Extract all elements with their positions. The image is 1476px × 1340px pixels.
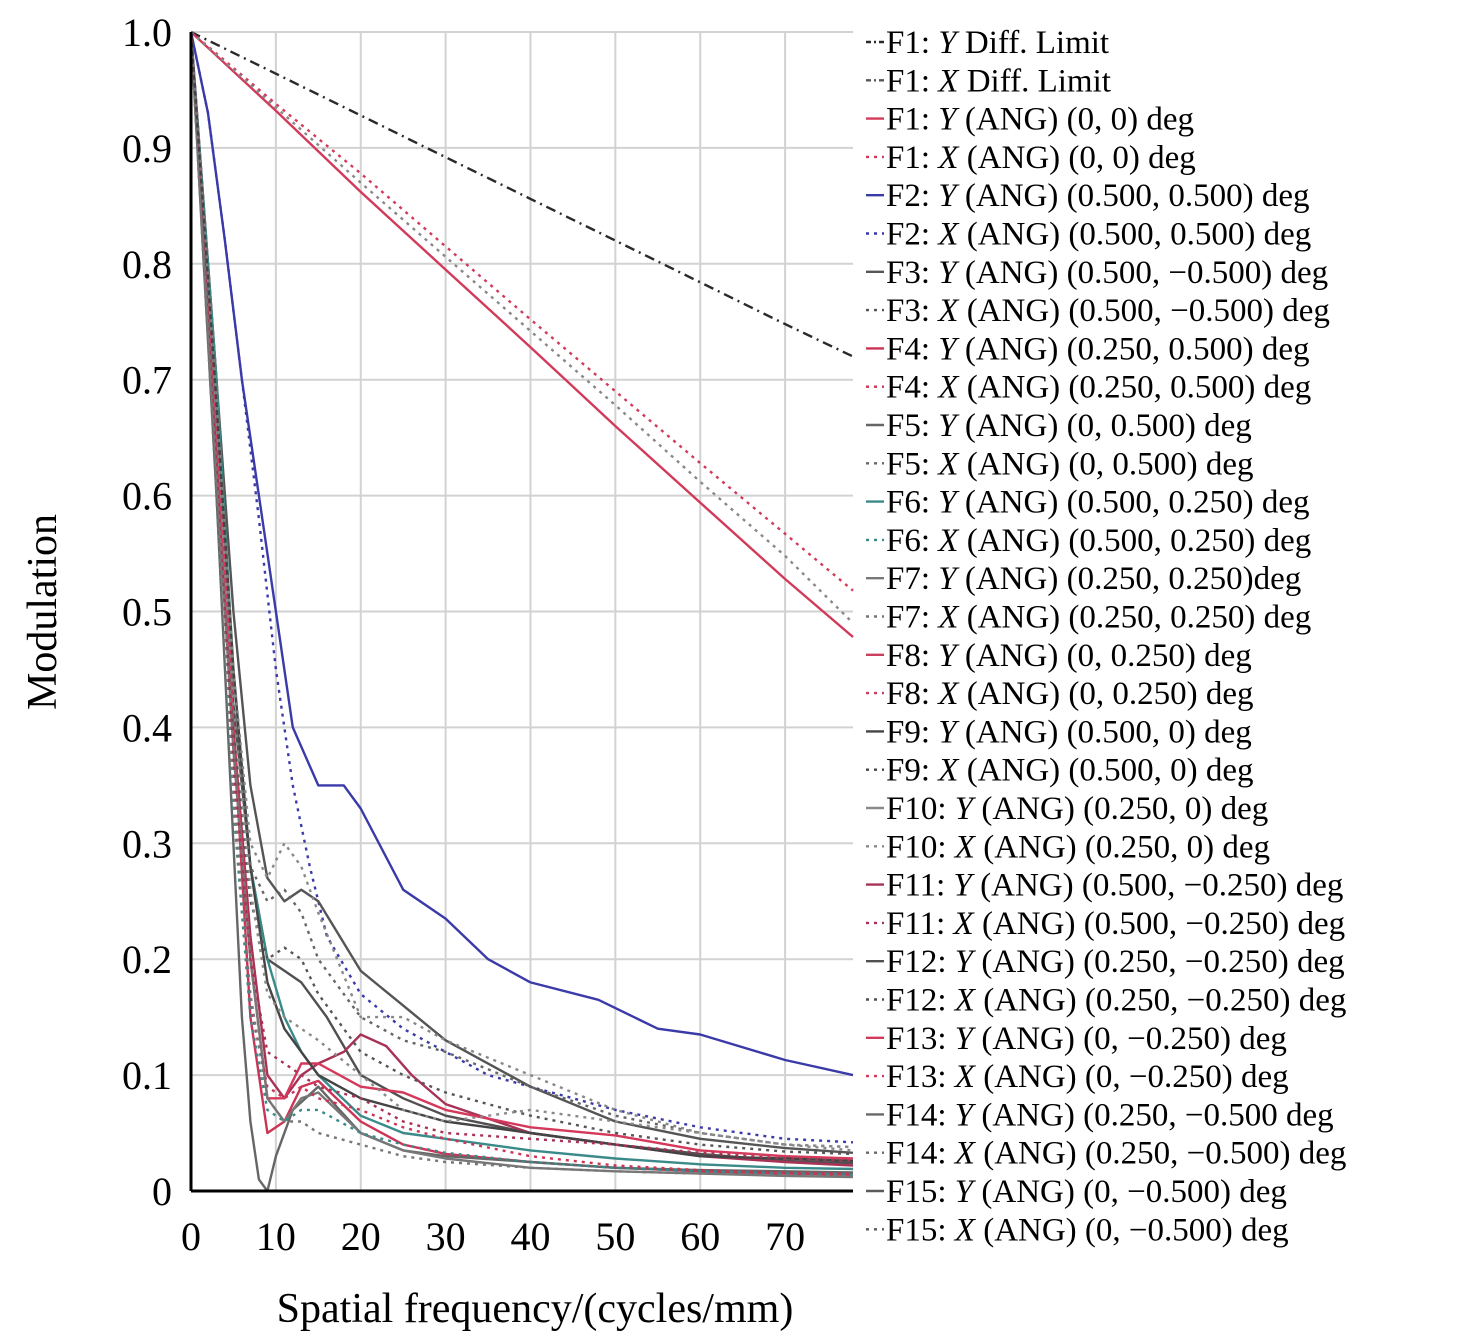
legend-entry: F5: X (ANG) (0, 0.500) deg	[886, 446, 1254, 482]
y-axis-title: Modulation	[20, 514, 66, 710]
plot-frame	[189, 32, 853, 1193]
plot-lines	[189, 30, 854, 1193]
legend-entry: F13: X (ANG) (0, −0.250) deg	[886, 1059, 1289, 1095]
legend-entry: F9: X (ANG) (0.500, 0) deg	[886, 753, 1254, 789]
legend-entry: F15: Y (ANG) (0, −0.500) deg	[886, 1174, 1287, 1210]
series-line-14	[189, 31, 854, 1179]
legend-entry: F12: X (ANG) (0.250, −0.250) deg	[886, 983, 1346, 1019]
x-tick-labels: 0 10 20 30 40 50 60 70	[181, 1214, 805, 1259]
legend-entry: F15: X (ANG) (0, −0.500) deg	[886, 1212, 1289, 1248]
y-tick-label: 0.5	[122, 590, 172, 635]
y-tick-label: 0	[152, 1169, 172, 1214]
x-tick-label: 10	[256, 1214, 296, 1259]
legend-entry: F13: Y (ANG) (0, −0.250) deg	[886, 1021, 1287, 1057]
legend-entry: F6: X (ANG) (0.500, 0.250) deg	[886, 523, 1311, 559]
legend-entry: F10: Y (ANG) (0.250, 0) deg	[886, 791, 1268, 827]
legend-entry: F1: Y (ANG) (0, 0) deg	[886, 102, 1194, 138]
series-line-8	[189, 31, 854, 1165]
grid	[190, 31, 853, 1192]
x-tick-label: 0	[181, 1214, 201, 1259]
y-tick-label: 1.0	[122, 10, 172, 55]
series-line-2	[190, 31, 854, 638]
legend-entry: F10: X (ANG) (0.250, 0) deg	[886, 829, 1270, 865]
series-line-10	[189, 31, 854, 1193]
x-axis-title: Spatial frequency/(cycles/mm)	[277, 1286, 794, 1332]
legend-entry: F6: Y (ANG) (0.500, 0.250) deg	[886, 485, 1310, 521]
series-line-7	[189, 31, 854, 1154]
y-tick-label: 0.8	[122, 242, 172, 287]
series-line-13	[189, 31, 854, 1160]
legend-entry: F1: Y Diff. Limit	[886, 25, 1109, 61]
legend-entry: F4: X (ANG) (0.250, 0.500) deg	[886, 370, 1311, 406]
series-line-1	[190, 30, 854, 358]
legend-entry: F2: X (ANG) (0.500, 0.500) deg	[886, 217, 1311, 253]
series-line-15	[189, 31, 854, 1163]
legend-entry: F2: Y (ANG) (0.500, 0.500) deg	[886, 178, 1310, 214]
legend-entry: F12: Y (ANG) (0.250, −0.250) deg	[886, 944, 1345, 980]
series-line-19	[189, 31, 854, 1175]
x-tick-label: 30	[426, 1214, 466, 1259]
series-line-20	[189, 31, 854, 1176]
y-tick-label: 0.2	[122, 937, 172, 982]
legend-entry: F8: Y (ANG) (0, 0.250) deg	[886, 638, 1252, 674]
series-line-22	[189, 31, 854, 1163]
x-tick-label: 60	[680, 1214, 720, 1259]
legend-entry: F14: X (ANG) (0.250, −0.500) deg	[886, 1136, 1346, 1172]
series-line-18	[189, 31, 854, 1156]
y-tick-label: 0.3	[122, 821, 172, 866]
legend-entry: F4: Y (ANG) (0.250, 0.500) deg	[886, 331, 1310, 367]
legend-entry: F1: X Diff. Limit	[886, 63, 1111, 99]
y-tick-labels: 0 0.1 0.2 0.3 0.4 0.5 0.6 0.7 0.8 0.9 1.0	[122, 10, 172, 1214]
series-line-5	[189, 31, 854, 1077]
y-tick-label: 0.9	[122, 126, 172, 171]
y-tick-label: 0.4	[122, 705, 172, 750]
legend-entry: F14: Y (ANG) (0.250, −0.500 deg	[886, 1097, 1334, 1133]
series-line-4	[190, 31, 854, 624]
x-tick-label: 40	[510, 1214, 550, 1259]
legend-entry: F1: X (ANG) (0, 0) deg	[886, 140, 1196, 176]
legend-entry: F9: Y (ANG) (0.500, 0) deg	[886, 714, 1252, 750]
series-line-9	[189, 31, 854, 1176]
x-tick-label: 50	[595, 1214, 635, 1259]
legend-entry: F8: X (ANG) (0, 0.250) deg	[886, 676, 1254, 712]
x-tick-label: 20	[341, 1214, 381, 1259]
legend-entry: F7: Y (ANG) (0.250, 0.250)deg	[886, 561, 1301, 597]
y-tick-label: 0.1	[122, 1053, 172, 1098]
legend-entry: F3: X (ANG) (0.500, −0.500) deg	[886, 293, 1330, 329]
legend-entry: F11: Y (ANG) (0.500, −0.250) deg	[886, 868, 1343, 904]
y-tick-label: 0.7	[122, 358, 172, 403]
series-line-12	[189, 31, 854, 1167]
series-line-11	[189, 31, 854, 1171]
y-tick-label: 0.6	[122, 474, 172, 519]
series-line-21	[189, 31, 854, 1149]
series-line-23	[189, 31, 854, 1178]
legend-entry: F3: Y (ANG) (0.500, −0.500) deg	[886, 255, 1328, 291]
legend-entry: F5: Y (ANG) (0, 0.500) deg	[886, 408, 1252, 444]
legend-entry: F7: X (ANG) (0.250, 0.250) deg	[886, 600, 1311, 636]
series-line-3	[190, 31, 854, 592]
x-tick-label: 70	[765, 1214, 805, 1259]
legend-entry: F11: X (ANG) (0.500, −0.250) deg	[886, 906, 1345, 942]
series-line-17	[189, 31, 854, 1149]
series-line-16	[189, 31, 854, 1152]
